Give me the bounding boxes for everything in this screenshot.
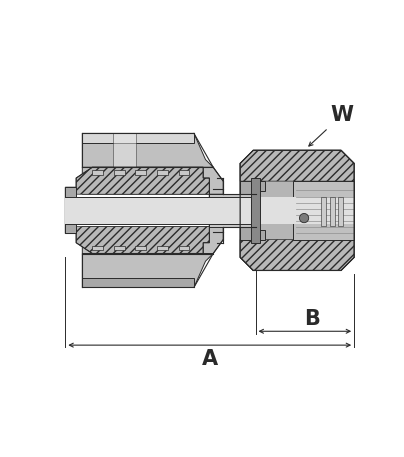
Text: W: W bbox=[309, 105, 354, 146]
Polygon shape bbox=[82, 133, 194, 143]
Polygon shape bbox=[240, 181, 265, 194]
Polygon shape bbox=[209, 194, 256, 227]
Polygon shape bbox=[114, 246, 125, 250]
Polygon shape bbox=[330, 197, 335, 226]
Polygon shape bbox=[292, 181, 354, 239]
Text: B: B bbox=[305, 309, 320, 329]
Polygon shape bbox=[93, 170, 103, 175]
Polygon shape bbox=[82, 133, 213, 167]
Polygon shape bbox=[240, 257, 354, 271]
Circle shape bbox=[299, 213, 309, 223]
Polygon shape bbox=[114, 170, 125, 175]
Polygon shape bbox=[157, 246, 168, 250]
Polygon shape bbox=[157, 170, 168, 175]
Polygon shape bbox=[52, 55, 363, 407]
Polygon shape bbox=[338, 197, 343, 226]
Polygon shape bbox=[113, 133, 136, 194]
Polygon shape bbox=[76, 167, 209, 194]
Polygon shape bbox=[179, 246, 189, 250]
Polygon shape bbox=[65, 197, 354, 224]
Polygon shape bbox=[76, 227, 209, 254]
Polygon shape bbox=[240, 239, 354, 271]
Polygon shape bbox=[321, 197, 326, 226]
Polygon shape bbox=[82, 167, 223, 194]
Polygon shape bbox=[93, 246, 103, 250]
Polygon shape bbox=[251, 178, 260, 243]
Polygon shape bbox=[135, 170, 146, 175]
Polygon shape bbox=[82, 254, 213, 287]
Polygon shape bbox=[179, 170, 189, 175]
Text: A: A bbox=[202, 349, 218, 369]
Polygon shape bbox=[240, 150, 354, 271]
Polygon shape bbox=[65, 187, 76, 234]
Polygon shape bbox=[240, 227, 265, 239]
Polygon shape bbox=[82, 278, 194, 287]
Polygon shape bbox=[135, 246, 146, 250]
Polygon shape bbox=[240, 150, 354, 181]
Polygon shape bbox=[82, 227, 223, 254]
Polygon shape bbox=[240, 150, 354, 164]
